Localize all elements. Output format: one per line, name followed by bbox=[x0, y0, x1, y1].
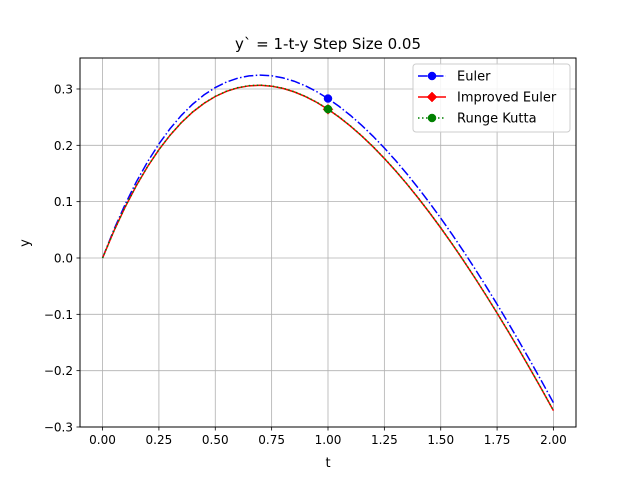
y-tick-label: −0.3 bbox=[44, 421, 73, 435]
y-tick-label: −0.1 bbox=[44, 308, 73, 322]
euler-legend-marker bbox=[427, 71, 437, 81]
legend-entries: Euler Improved Euler Runge Kutta bbox=[418, 70, 557, 127]
y-tick-label: 0.2 bbox=[54, 139, 73, 153]
y-tick-label: 0.3 bbox=[54, 82, 73, 96]
y-tick-label: 0.0 bbox=[54, 251, 73, 265]
x-tick-label: 0.50 bbox=[202, 433, 229, 447]
y-tick-label: −0.2 bbox=[44, 364, 73, 378]
euler-legend-label: Euler bbox=[457, 70, 491, 85]
x-tick-label: 2.00 bbox=[540, 433, 567, 447]
x-tick-label: 1.75 bbox=[484, 433, 511, 447]
x-tick-label: 1.00 bbox=[315, 433, 342, 447]
euler-line bbox=[101, 74, 555, 404]
ticks: 0.00 0.25 0.50 0.75 1.00 1.25 1.50 1.75 2.00 −0.3… bbox=[44, 82, 567, 447]
runge-kutta-legend-label: Runge Kutta bbox=[457, 112, 537, 127]
x-axis-label: t bbox=[325, 456, 330, 471]
y-tick-label: 0.1 bbox=[54, 195, 73, 209]
x-tick-label: 1.25 bbox=[371, 433, 398, 447]
x-tick-label: 0.75 bbox=[258, 433, 285, 447]
chart-title: y` = 1-t-y Step Size 0.05 bbox=[235, 35, 421, 53]
legend-box bbox=[412, 63, 571, 133]
runge-kutta-marker bbox=[323, 104, 333, 114]
runge-kutta-legend-marker bbox=[427, 113, 437, 123]
improved-euler-legend-label: Improved Euler bbox=[457, 91, 557, 106]
x-tick-label: 0.25 bbox=[146, 433, 173, 447]
series-layer bbox=[101, 74, 555, 411]
euler-marker bbox=[323, 94, 333, 103]
legend: Euler Improved Euler Runge Kutta bbox=[412, 63, 571, 133]
x-tick-label: 0.00 bbox=[89, 433, 116, 447]
x-tick-label: 1.50 bbox=[427, 433, 454, 447]
improved-euler-legend-marker bbox=[426, 91, 438, 103]
y-axis-label: y bbox=[18, 239, 33, 247]
